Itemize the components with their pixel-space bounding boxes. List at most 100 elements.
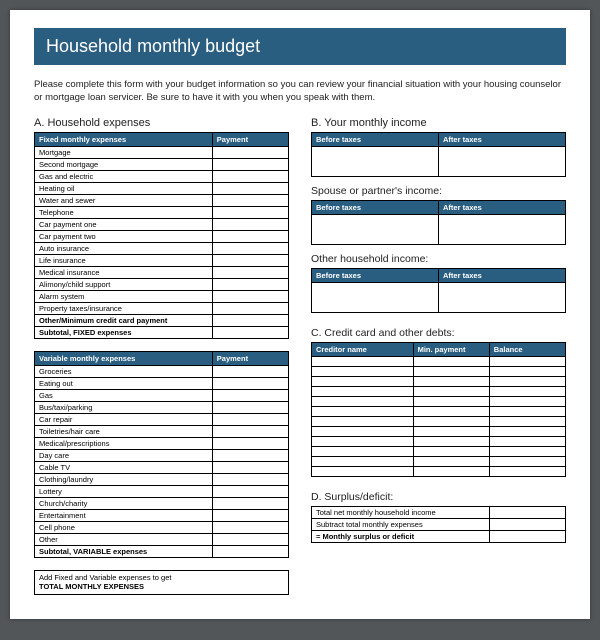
cell[interactable]: [212, 437, 288, 449]
cell[interactable]: [212, 242, 288, 254]
cell[interactable]: [489, 530, 565, 542]
cell[interactable]: [212, 485, 288, 497]
row-label: Medical/prescriptions: [35, 437, 213, 449]
cell[interactable]: [489, 376, 565, 386]
cell[interactable]: [312, 456, 414, 466]
surplus-table: Total net monthly household income Subtr…: [311, 506, 566, 543]
cell[interactable]: [212, 497, 288, 509]
d-bold: = Monthly surplus or deficit: [312, 530, 490, 542]
cell[interactable]: [413, 416, 489, 426]
cell[interactable]: [413, 366, 489, 376]
cell[interactable]: [489, 366, 565, 376]
other-income-table: Before taxes After taxes: [311, 268, 566, 313]
cell[interactable]: [413, 376, 489, 386]
fixed-bold-1: Other/Minimum credit card payment: [35, 314, 213, 326]
cell[interactable]: [212, 473, 288, 485]
cell[interactable]: [212, 230, 288, 242]
cell[interactable]: [212, 146, 288, 158]
cell[interactable]: [312, 282, 439, 312]
budget-page: Household monthly budget Please complete…: [10, 10, 590, 619]
cell[interactable]: [212, 182, 288, 194]
row-label: Auto insurance: [35, 242, 213, 254]
row-label: Medical insurance: [35, 266, 213, 278]
row-label: Telephone: [35, 206, 213, 218]
cell[interactable]: [312, 466, 414, 476]
fixed-header-1: Fixed monthly expenses: [35, 132, 213, 146]
cell[interactable]: [312, 146, 439, 176]
row-label: Property taxes/insurance: [35, 302, 213, 314]
row-label: Gas: [35, 389, 213, 401]
cell[interactable]: [413, 436, 489, 446]
cell[interactable]: [413, 406, 489, 416]
cell[interactable]: [212, 158, 288, 170]
row-label: Entertainment: [35, 509, 213, 521]
cell[interactable]: [212, 545, 288, 557]
cell[interactable]: [212, 533, 288, 545]
section-d-title: D. Surplus/deficit:: [311, 491, 566, 503]
var-header-1: Variable monthly expenses: [35, 351, 213, 365]
cell[interactable]: [212, 389, 288, 401]
cell[interactable]: [489, 506, 565, 518]
cell[interactable]: [212, 290, 288, 302]
cell[interactable]: [312, 396, 414, 406]
cell[interactable]: [212, 413, 288, 425]
cell[interactable]: [489, 356, 565, 366]
cell[interactable]: [312, 406, 414, 416]
row-label: Water and sewer: [35, 194, 213, 206]
cell[interactable]: [489, 446, 565, 456]
cell[interactable]: [413, 466, 489, 476]
cell[interactable]: [312, 436, 414, 446]
cell[interactable]: [212, 278, 288, 290]
cell[interactable]: [413, 356, 489, 366]
cell[interactable]: [413, 396, 489, 406]
cell[interactable]: [413, 456, 489, 466]
cell[interactable]: [212, 314, 288, 326]
row-label: Church/charity: [35, 497, 213, 509]
cell[interactable]: [212, 302, 288, 314]
row-label: Alimony/child support: [35, 278, 213, 290]
cell[interactable]: [212, 326, 288, 338]
cell[interactable]: [489, 436, 565, 446]
cell[interactable]: [312, 214, 439, 244]
cell[interactable]: [489, 518, 565, 530]
total-box-line2: TOTAL MONTHLY EXPENSES: [39, 582, 284, 592]
cell[interactable]: [312, 416, 414, 426]
cell[interactable]: [212, 521, 288, 533]
row-label: Eating out: [35, 377, 213, 389]
row-label: Toiletries/hair care: [35, 425, 213, 437]
cell[interactable]: [312, 426, 414, 436]
cell[interactable]: [212, 254, 288, 266]
cell[interactable]: [489, 396, 565, 406]
cell[interactable]: [212, 218, 288, 230]
cell[interactable]: [489, 426, 565, 436]
cell[interactable]: [489, 466, 565, 476]
cell[interactable]: [489, 406, 565, 416]
after-taxes-header: After taxes: [439, 200, 566, 214]
cell[interactable]: [212, 170, 288, 182]
row-label: Clothing/laundry: [35, 473, 213, 485]
cell[interactable]: [212, 266, 288, 278]
cell[interactable]: [489, 416, 565, 426]
cell[interactable]: [312, 366, 414, 376]
cell[interactable]: [212, 461, 288, 473]
cell[interactable]: [212, 401, 288, 413]
cell[interactable]: [212, 449, 288, 461]
cell[interactable]: [489, 386, 565, 396]
cell[interactable]: [413, 446, 489, 456]
cell[interactable]: [212, 425, 288, 437]
cell[interactable]: [439, 214, 566, 244]
cell[interactable]: [312, 376, 414, 386]
cell[interactable]: [312, 446, 414, 456]
cell[interactable]: [212, 194, 288, 206]
cell[interactable]: [413, 386, 489, 396]
cell[interactable]: [413, 426, 489, 436]
cell[interactable]: [439, 146, 566, 176]
cell[interactable]: [212, 206, 288, 218]
cell[interactable]: [439, 282, 566, 312]
cell[interactable]: [212, 377, 288, 389]
cell[interactable]: [212, 365, 288, 377]
cell[interactable]: [489, 456, 565, 466]
cell[interactable]: [312, 356, 414, 366]
cell[interactable]: [212, 509, 288, 521]
cell[interactable]: [312, 386, 414, 396]
